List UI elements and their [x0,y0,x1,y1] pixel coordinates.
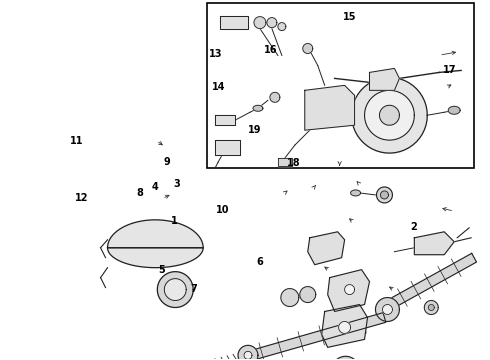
Text: 3: 3 [173,179,180,189]
Text: 2: 2 [410,222,417,231]
Polygon shape [278,23,286,31]
Polygon shape [328,270,369,311]
Polygon shape [107,220,203,248]
Polygon shape [244,313,386,360]
Text: 17: 17 [443,64,457,75]
Polygon shape [238,345,258,360]
Polygon shape [254,17,266,28]
Text: 7: 7 [191,284,197,294]
Polygon shape [428,305,434,310]
Text: 13: 13 [209,49,222,59]
Polygon shape [270,93,280,102]
Polygon shape [332,356,360,360]
Polygon shape [352,77,427,153]
Polygon shape [322,305,368,347]
Text: 9: 9 [164,157,171,167]
Polygon shape [415,232,454,255]
Polygon shape [281,289,299,306]
Polygon shape [369,68,399,90]
Polygon shape [303,44,313,54]
Polygon shape [448,106,460,114]
Polygon shape [379,105,399,125]
Polygon shape [339,321,350,333]
Text: 5: 5 [159,265,166,275]
Text: 4: 4 [151,182,158,192]
Polygon shape [215,115,235,125]
Polygon shape [380,191,389,199]
Polygon shape [253,105,263,111]
Polygon shape [157,272,193,307]
Text: 8: 8 [137,188,144,198]
Text: 18: 18 [287,158,301,168]
Text: 6: 6 [256,257,263,267]
Text: 1: 1 [171,216,177,226]
Text: 16: 16 [264,45,277,55]
Polygon shape [267,18,277,28]
Polygon shape [164,279,186,301]
Polygon shape [383,305,392,315]
Polygon shape [308,232,344,265]
Text: 10: 10 [216,206,230,216]
Polygon shape [375,298,399,321]
Polygon shape [244,351,252,359]
Text: 11: 11 [70,136,83,145]
Polygon shape [351,190,361,196]
Polygon shape [278,158,292,166]
Polygon shape [382,253,477,312]
Polygon shape [107,248,203,267]
Polygon shape [300,287,316,302]
Text: 14: 14 [212,82,226,92]
Text: 19: 19 [248,125,262,135]
Polygon shape [424,301,438,315]
Text: 15: 15 [343,12,357,22]
Polygon shape [365,90,415,140]
Bar [207,3,474,168]
Polygon shape [305,85,355,130]
Polygon shape [220,15,248,28]
Polygon shape [376,187,392,203]
Polygon shape [215,140,240,155]
Text: 12: 12 [75,193,88,203]
Polygon shape [344,285,355,294]
